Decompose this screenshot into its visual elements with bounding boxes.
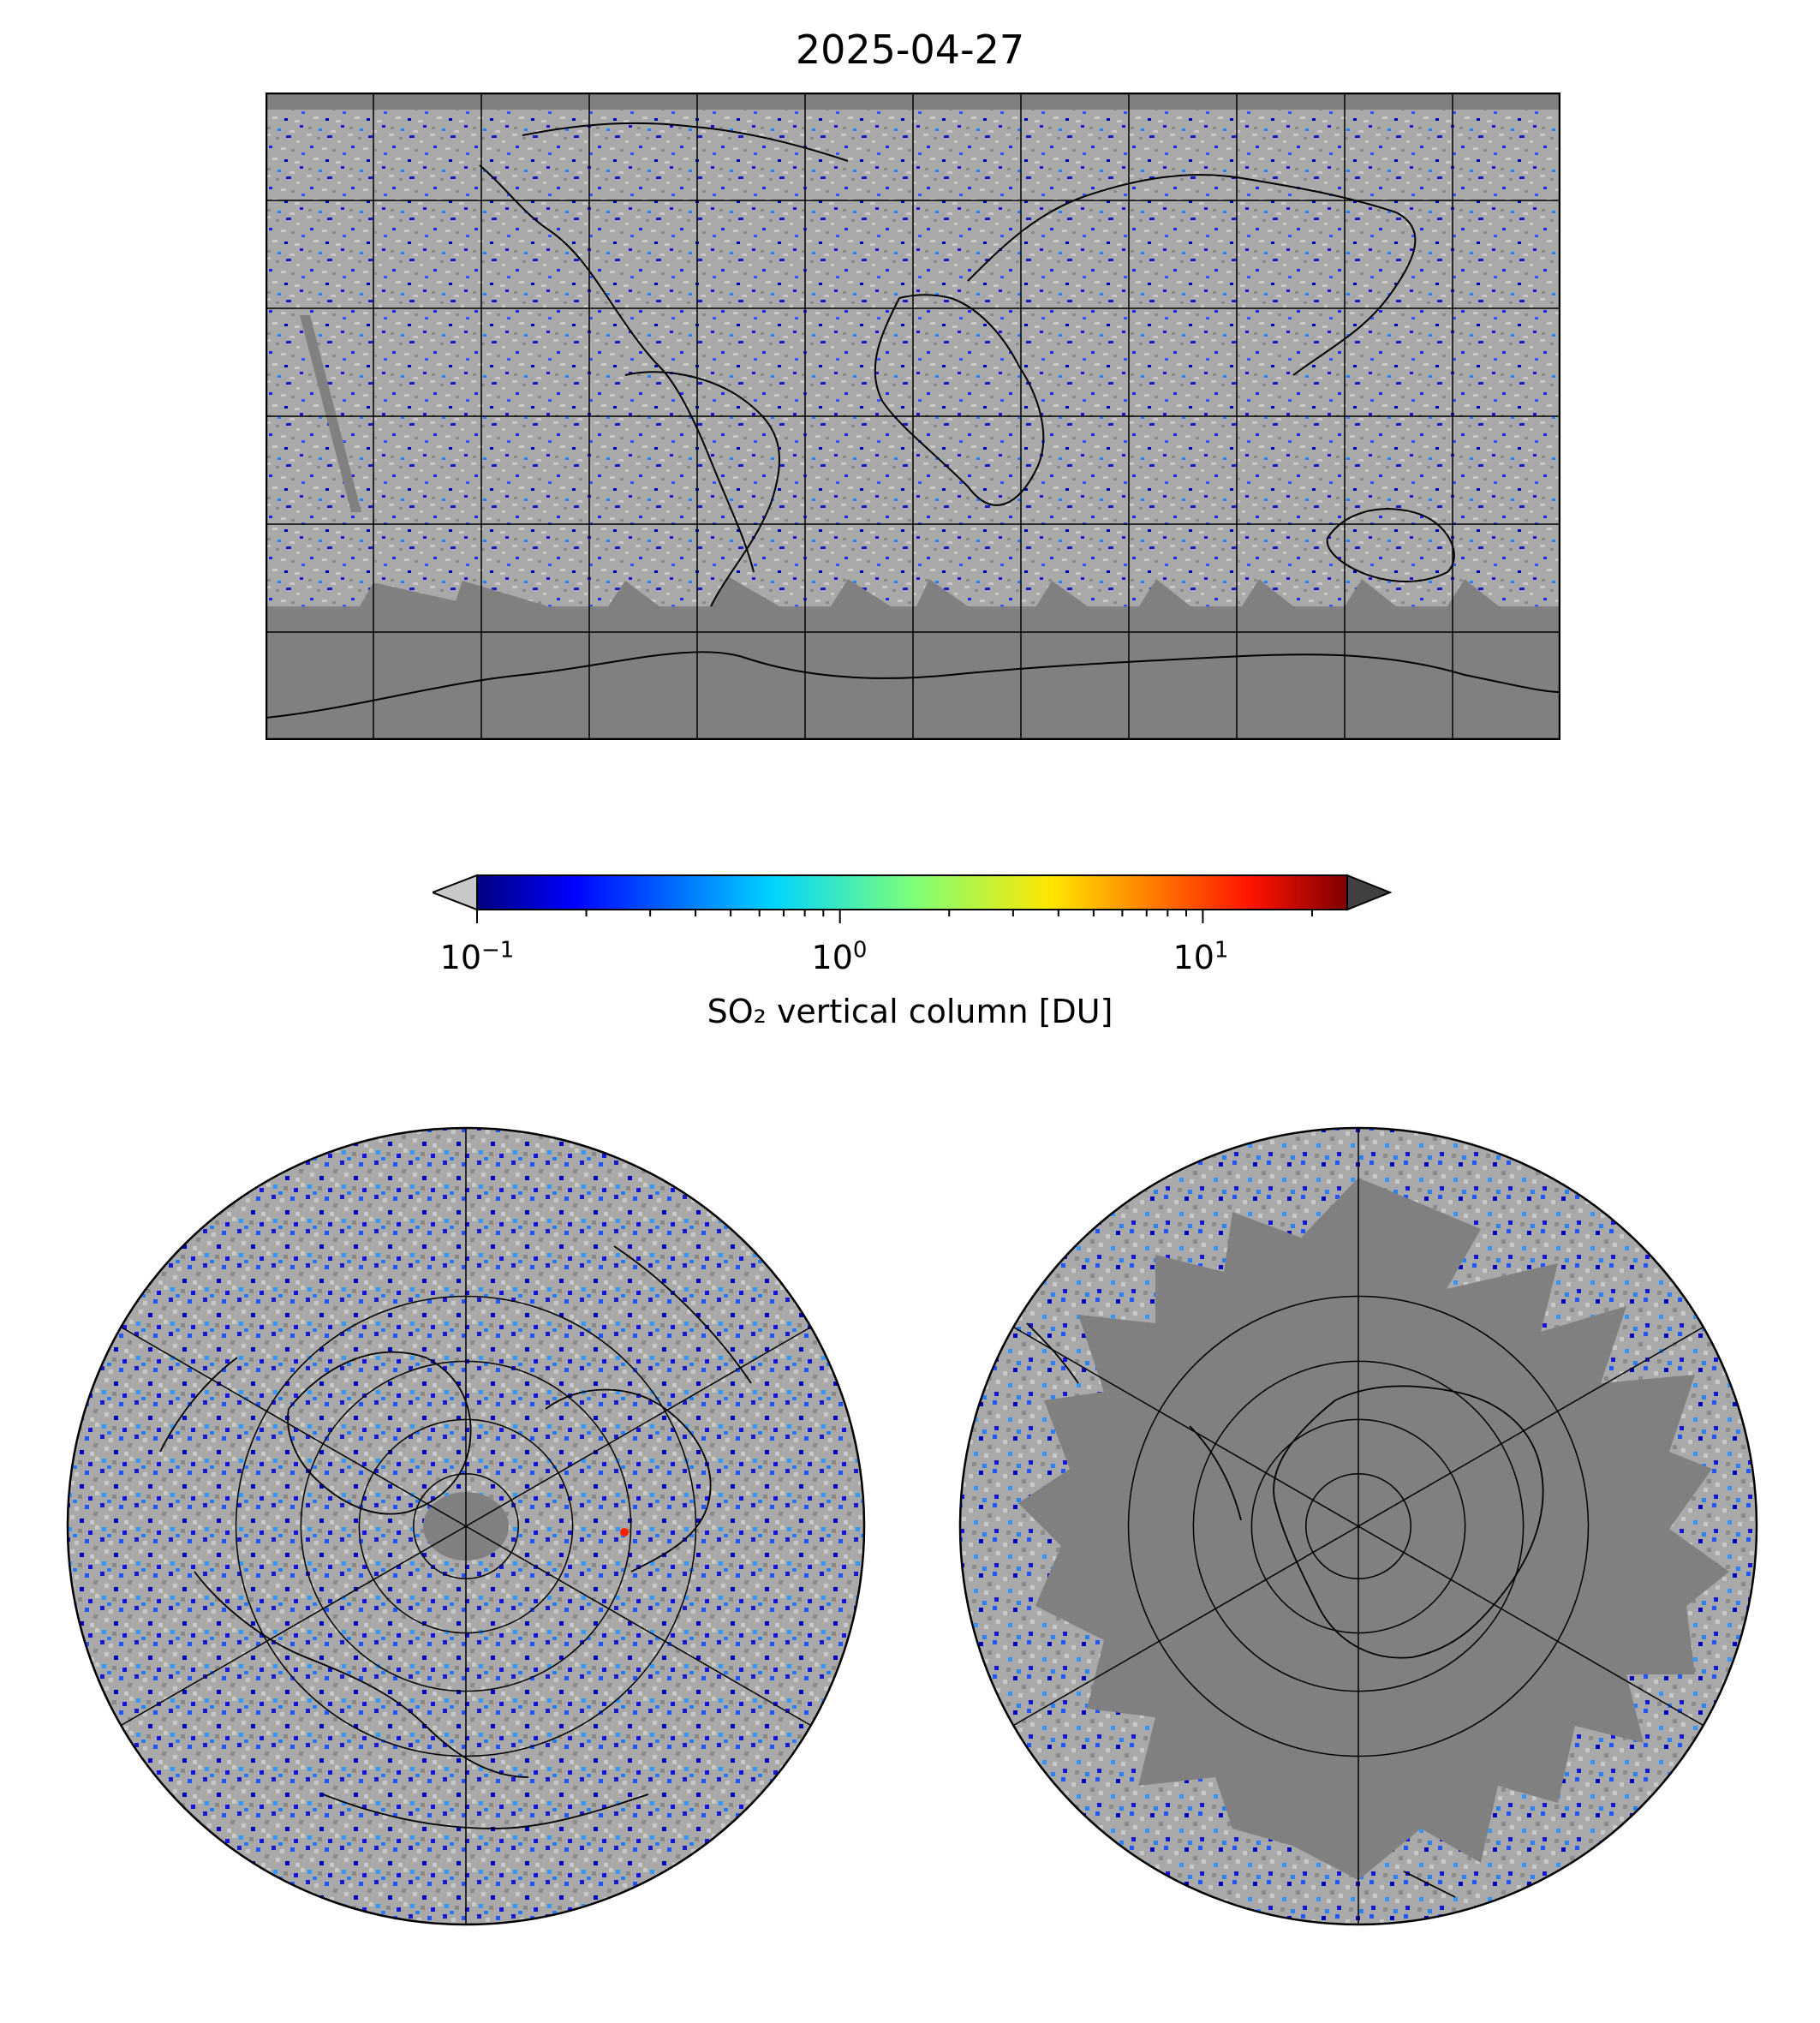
graticule [266,92,1560,740]
colorbar-tick-label: 101 [1173,937,1229,976]
coastlines [266,122,1560,719]
colorbar-under-extension [430,874,478,911]
meridian-line [465,1326,812,1527]
world-frame [266,92,1560,740]
coastlines [159,1245,752,1829]
map-boundary [66,1126,866,1926]
plot-title: 2025-04-27 [795,27,1025,73]
north-polar-map [66,1126,866,1926]
south-polar-map [958,1126,1758,1926]
meridian-line [120,1525,467,1727]
colorbar-label: SO₂ vertical column [DU] [707,993,1113,1030]
missing-swath [300,315,361,512]
meridian-line [1358,1525,1704,1727]
colorbar-over-extension [1346,874,1393,911]
world-map [266,92,1560,740]
colorbar [430,874,1393,934]
meridian-line [465,1525,812,1727]
colorbar-tick-label: 100 [811,937,868,976]
colorbar-tick-label: 10−1 [439,937,515,976]
graticule [1012,1128,1704,1925]
meridian-line [1012,1525,1359,1727]
colorbar-ticks [476,910,1313,923]
meridian-line [1012,1326,1359,1527]
hotspot [620,1528,629,1537]
colorbar-gradient [476,874,1348,910]
meridian-line [1358,1326,1704,1527]
meridian-line [120,1326,467,1527]
graticule [120,1128,812,1925]
map-boundary [958,1126,1758,1926]
no-data-region [1018,1178,1729,1880]
